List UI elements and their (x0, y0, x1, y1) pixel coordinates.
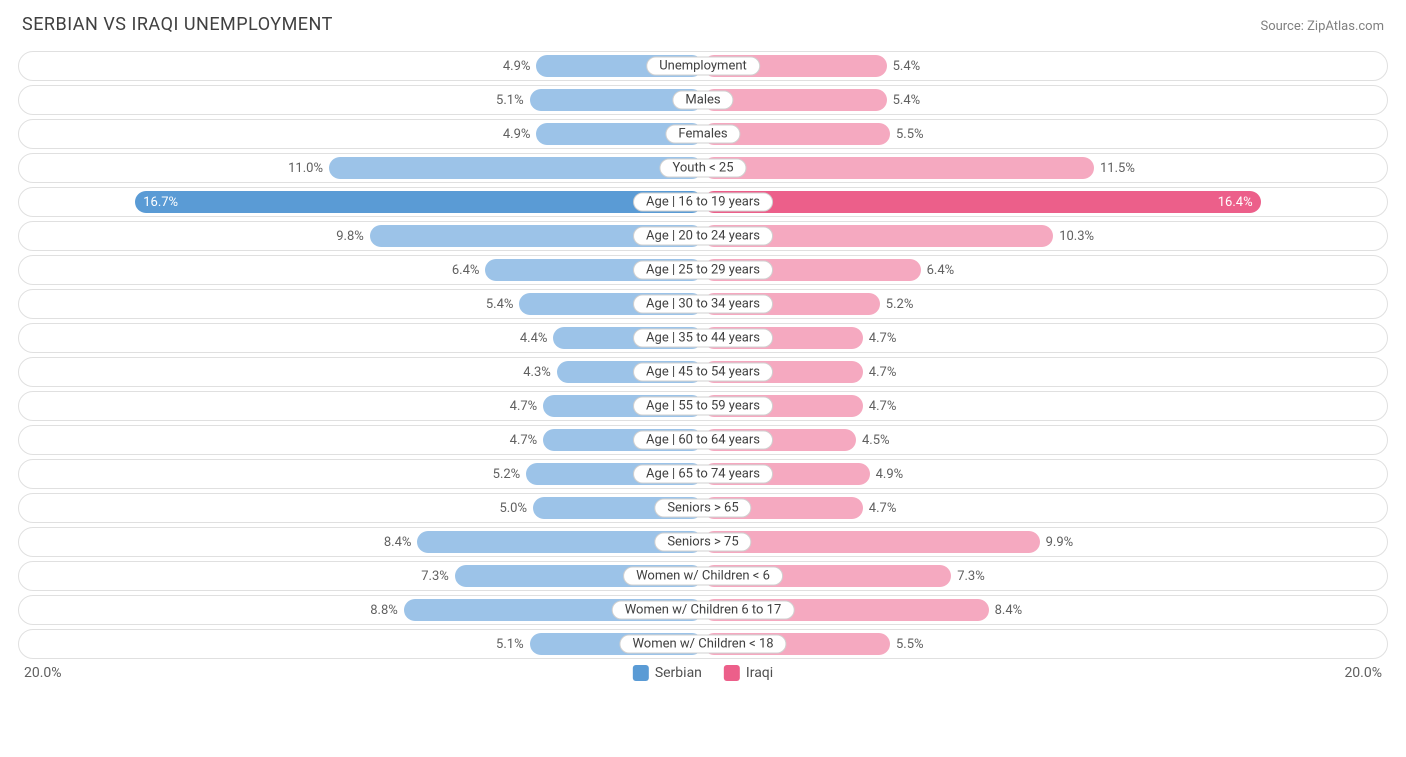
row-category-label: Women w/ Children 6 to 17 (612, 601, 795, 620)
chart-row: 4.4% 4.7% Age | 35 to 44 years (18, 323, 1388, 353)
bar-value-iraqi: 4.7% (863, 395, 897, 417)
chart-row: 6.4% 6.4% Age | 25 to 29 years (18, 255, 1388, 285)
bar-value-serbian: 4.3% (523, 361, 557, 383)
row-category-label: Age | 35 to 44 years (633, 329, 773, 348)
bar-value-serbian: 5.1% (496, 89, 530, 111)
row-category-label: Unemployment (646, 57, 760, 76)
chart-row: 4.9% 5.5% Females (18, 119, 1388, 149)
row-category-label: Seniors > 65 (654, 499, 751, 518)
bar-value-serbian: 4.4% (520, 327, 554, 349)
chart-row: 4.3% 4.7% Age | 45 to 54 years (18, 357, 1388, 387)
bar-value-iraqi: 4.7% (863, 327, 897, 349)
chart-title: SERBIAN VS IRAQI UNEMPLOYMENT (22, 14, 333, 35)
chart-footer: 20.0% Serbian Iraqi 20.0% (18, 665, 1388, 687)
diverging-bar-chart: 4.9% 5.4% Unemployment 5.1% 5.4% Males 4.9% 5.5… (18, 51, 1388, 659)
axis-max-left: 20.0% (24, 665, 62, 681)
bar-serbian: 16.7% (135, 191, 703, 213)
bar-value-serbian: 4.9% (503, 55, 537, 77)
bar-value-iraqi: 10.3% (1053, 225, 1094, 247)
bar-value-serbian: 8.4% (384, 531, 418, 553)
chart-row: 11.0% 11.5% Youth < 25 (18, 153, 1388, 183)
bar-value-iraqi: 6.4% (921, 259, 955, 281)
legend-item-iraqi: Iraqi (724, 665, 773, 681)
bar-value-iraqi: 16.4% (1210, 195, 1261, 210)
row-category-label: Women w/ Children < 18 (619, 635, 786, 654)
bar-value-serbian: 5.2% (493, 463, 527, 485)
row-category-label: Males (672, 91, 733, 110)
legend-item-serbian: Serbian (633, 665, 702, 681)
chart-row: 7.3% 7.3% Women w/ Children < 6 (18, 561, 1388, 591)
row-category-label: Age | 45 to 54 years (633, 363, 773, 382)
legend-label-serbian: Serbian (655, 665, 702, 681)
bar-value-iraqi: 5.4% (887, 89, 921, 111)
bar-value-serbian: 5.0% (499, 497, 533, 519)
row-category-label: Age | 30 to 34 years (633, 295, 773, 314)
bar-value-iraqi: 7.3% (951, 565, 985, 587)
bar-value-iraqi: 4.7% (863, 497, 897, 519)
bar-value-serbian: 11.0% (288, 157, 329, 179)
chart-row: 5.0% 4.7% Seniors > 65 (18, 493, 1388, 523)
row-category-label: Youth < 25 (659, 159, 746, 178)
bar-value-serbian: 9.8% (336, 225, 370, 247)
bar-iraqi: 16.4% (703, 191, 1261, 213)
bar-value-serbian: 5.1% (496, 633, 530, 655)
row-category-label: Age | 20 to 24 years (633, 227, 773, 246)
bar-value-iraqi: 5.2% (880, 293, 914, 315)
chart-legend: Serbian Iraqi (633, 665, 773, 681)
axis-max-right: 20.0% (1344, 665, 1382, 681)
chart-row: 4.7% 4.7% Age | 55 to 59 years (18, 391, 1388, 421)
row-category-label: Women w/ Children < 6 (623, 567, 783, 586)
bar-value-iraqi: 4.7% (863, 361, 897, 383)
chart-header: SERBIAN VS IRAQI UNEMPLOYMENT Source: Zi… (18, 14, 1388, 35)
bar-iraqi (703, 157, 1094, 179)
legend-swatch-iraqi (724, 665, 740, 681)
bar-serbian (329, 157, 703, 179)
row-category-label: Age | 55 to 59 years (633, 397, 773, 416)
bar-value-serbian: 4.7% (510, 429, 544, 451)
row-category-label: Age | 60 to 64 years (633, 431, 773, 450)
row-category-label: Age | 16 to 19 years (633, 193, 773, 212)
bar-value-iraqi: 5.4% (887, 55, 921, 77)
row-category-label: Age | 25 to 29 years (633, 261, 773, 280)
bar-value-serbian: 4.9% (503, 123, 537, 145)
chart-row: 5.4% 5.2% Age | 30 to 34 years (18, 289, 1388, 319)
chart-row: 5.2% 4.9% Age | 65 to 74 years (18, 459, 1388, 489)
bar-value-iraqi: 5.5% (890, 633, 924, 655)
legend-label-iraqi: Iraqi (746, 665, 773, 681)
bar-value-iraqi: 9.9% (1040, 531, 1074, 553)
bar-value-iraqi: 11.5% (1094, 157, 1135, 179)
bar-value-serbian: 5.4% (486, 293, 520, 315)
bar-iraqi (703, 531, 1040, 553)
bar-value-serbian: 7.3% (421, 565, 455, 587)
bar-value-serbian: 16.7% (135, 195, 186, 210)
chart-source: Source: ZipAtlas.com (1260, 19, 1384, 34)
bar-value-serbian: 6.4% (452, 259, 486, 281)
bar-value-iraqi: 4.5% (856, 429, 890, 451)
row-category-label: Age | 65 to 74 years (633, 465, 773, 484)
bar-value-serbian: 4.7% (510, 395, 544, 417)
bar-value-serbian: 8.8% (370, 599, 404, 621)
bar-value-iraqi: 4.9% (870, 463, 904, 485)
row-category-label: Seniors > 75 (654, 533, 751, 552)
chart-row: 4.9% 5.4% Unemployment (18, 51, 1388, 81)
chart-row: 8.4% 9.9% Seniors > 75 (18, 527, 1388, 557)
chart-row: 9.8% 10.3% Age | 20 to 24 years (18, 221, 1388, 251)
chart-row: 5.1% 5.4% Males (18, 85, 1388, 115)
bar-value-iraqi: 5.5% (890, 123, 924, 145)
chart-row: 16.7% 16.4% Age | 16 to 19 years (18, 187, 1388, 217)
row-category-label: Females (665, 125, 740, 144)
chart-row: 8.8% 8.4% Women w/ Children 6 to 17 (18, 595, 1388, 625)
chart-row: 4.7% 4.5% Age | 60 to 64 years (18, 425, 1388, 455)
bar-value-iraqi: 8.4% (989, 599, 1023, 621)
chart-row: 5.1% 5.5% Women w/ Children < 18 (18, 629, 1388, 659)
legend-swatch-serbian (633, 665, 649, 681)
